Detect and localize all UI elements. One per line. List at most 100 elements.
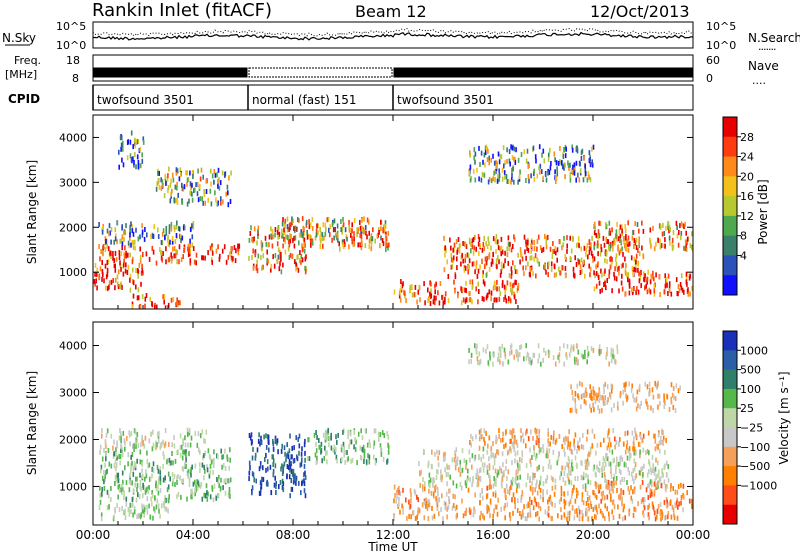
velocity-cell [135, 497, 138, 503]
power-cell [501, 176, 504, 182]
velocity-cell [158, 476, 160, 482]
power-cell [178, 226, 181, 232]
velocity-cell [508, 512, 511, 518]
velocity-cell [513, 437, 515, 443]
velocity-cell [572, 488, 574, 493]
power-cell [556, 247, 559, 253]
power-cell [608, 220, 611, 226]
velocity-cell [492, 483, 495, 489]
power-cell [608, 228, 611, 234]
velocity-cell [454, 453, 457, 459]
velocity-cell [303, 488, 306, 494]
velocity-cell [588, 506, 590, 512]
power-cell [584, 167, 587, 173]
velocity-cell [98, 505, 101, 511]
power-cell [614, 240, 616, 246]
velocity-cell [659, 511, 662, 516]
power-cell [544, 233, 546, 239]
velocity-cell [584, 483, 587, 489]
velocity-cell [393, 484, 396, 490]
power-cell [662, 222, 664, 228]
power-cell [585, 247, 588, 253]
power-cell [640, 283, 642, 289]
velocity-cell [577, 505, 580, 511]
velocity-cell [564, 440, 566, 446]
velocity-cell [289, 467, 291, 473]
velocity-cell [289, 464, 292, 470]
velocity-cell [620, 470, 622, 475]
power-cell [500, 251, 502, 257]
power-cell [670, 291, 673, 297]
power-cell [533, 168, 535, 174]
velocity-cell [474, 508, 476, 514]
power-cell [513, 179, 515, 185]
velocity-cell [650, 482, 653, 488]
velocity-cell [465, 511, 467, 517]
velocity-cell [209, 463, 212, 469]
power-cell [252, 237, 254, 243]
power-cell [331, 237, 333, 243]
velocity-cell [137, 443, 140, 448]
power-cell [638, 240, 640, 246]
power-cell [399, 288, 402, 293]
velocity-cell [547, 506, 550, 512]
power-cell [419, 297, 421, 303]
velocity-cell [103, 479, 105, 485]
power-cell [468, 264, 470, 270]
velocity-cell [640, 400, 642, 406]
power-cell [499, 272, 502, 278]
velocity-cell [304, 438, 306, 444]
velocity-cell [594, 505, 596, 511]
velocity-cell [101, 487, 103, 492]
power-cell [510, 247, 513, 253]
velocity-cell [682, 483, 685, 489]
velocity-cell [428, 502, 431, 508]
velocity-cell [170, 460, 172, 466]
velocity-cell [213, 463, 215, 468]
velocity-cell [582, 444, 585, 450]
velocity-cell [572, 395, 574, 401]
velocity-cell [251, 490, 253, 496]
power-cell [104, 236, 107, 242]
power-cell [517, 179, 519, 185]
power-cell [210, 201, 213, 207]
power-cell [488, 240, 490, 246]
power-cell [229, 199, 232, 204]
velocity-cell [200, 481, 203, 487]
velocity-cell [528, 356, 530, 362]
velocity-cell [532, 505, 535, 511]
velocity-cell [591, 428, 594, 434]
velocity-cell [511, 441, 514, 447]
velocity-cell [167, 498, 170, 504]
power-cell [564, 162, 566, 168]
velocity-cell [487, 360, 490, 366]
power-cell [368, 244, 371, 250]
power-cell [332, 227, 335, 233]
power-cell [593, 230, 596, 236]
power-cell [178, 176, 181, 182]
velocity-cell [520, 344, 523, 350]
power-cell [120, 142, 123, 148]
power-cell [554, 169, 556, 175]
power-cell [498, 168, 500, 174]
velocity-cell [593, 391, 596, 397]
power-cell [536, 238, 539, 244]
power-cell [195, 182, 197, 188]
velocity-cell [558, 352, 561, 358]
power-cell [201, 196, 203, 202]
velocity-cell [430, 463, 433, 469]
velocity-cell [482, 347, 485, 353]
velocity-cell [288, 474, 291, 480]
power-cell [522, 265, 524, 271]
power-cell [479, 264, 481, 270]
velocity-cell [291, 468, 293, 474]
velocity-cell [442, 456, 445, 462]
velocity-cell [191, 491, 194, 497]
velocity-cell [368, 454, 371, 460]
power-cell [141, 158, 144, 164]
power-cell [596, 233, 599, 239]
velocity-cell [652, 463, 654, 469]
velocity-cell [678, 501, 680, 507]
velocity-cell [440, 507, 442, 513]
velocity-cell [584, 465, 587, 470]
